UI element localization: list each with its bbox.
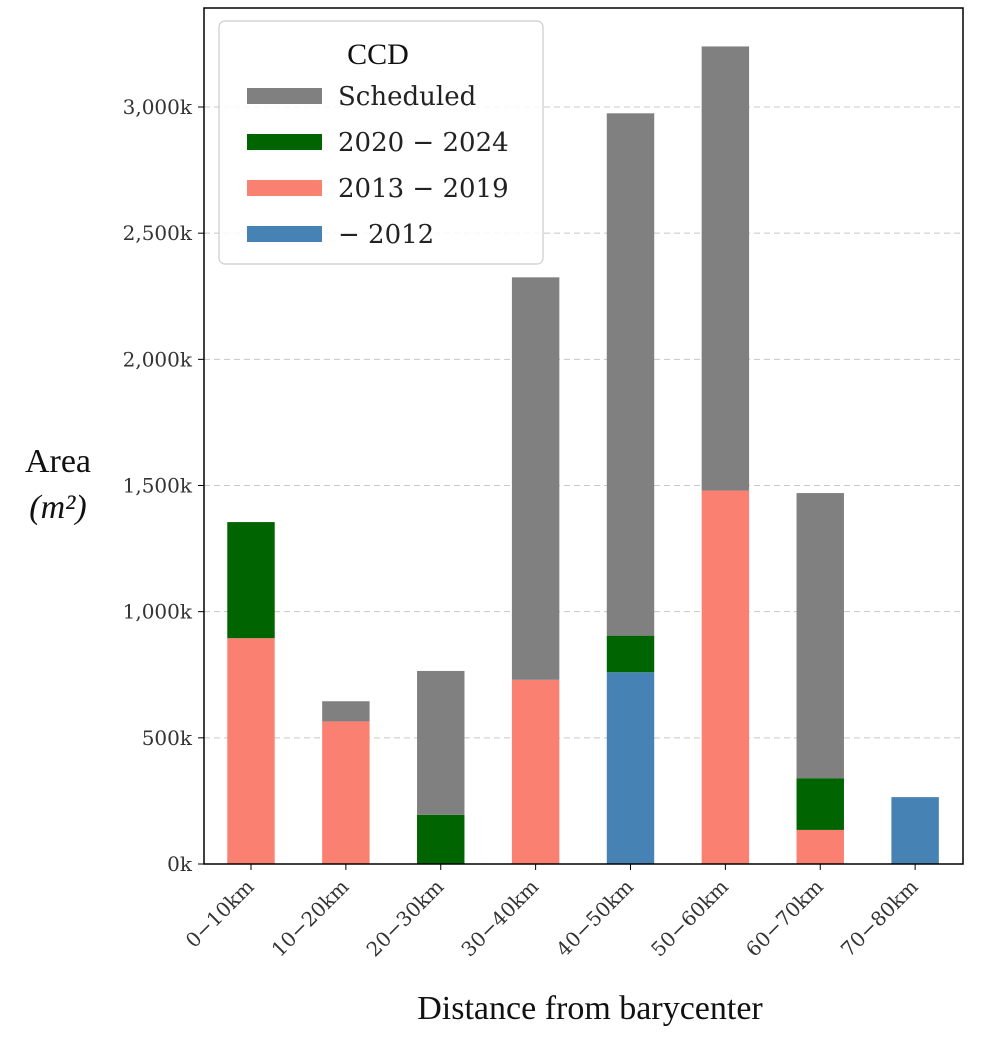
bar-segment — [511, 277, 560, 680]
bar-segment — [891, 797, 939, 864]
y-tick-label: 1,500k — [123, 474, 193, 498]
bar-segment — [322, 721, 370, 864]
x-tick-label: 50−60km — [646, 875, 733, 962]
legend-title: CCD — [347, 38, 409, 71]
x-tick-label: 30−40km — [456, 875, 543, 962]
y-axis-title-line1: Area — [25, 443, 91, 480]
bar-segment — [701, 46, 750, 491]
bar-segment — [796, 829, 844, 864]
y-tick-label: 3,000k — [123, 95, 193, 119]
y-tick-label: 2,000k — [123, 347, 193, 371]
x-tick-label: 10−20km — [267, 875, 354, 962]
y-axis-title-line2: (m²) — [29, 489, 86, 526]
legend-label: Scheduled — [338, 82, 476, 112]
x-tick-label: 0−10km — [181, 875, 259, 953]
bar-segment — [796, 778, 844, 830]
y-tick-label: 1,000k — [123, 600, 193, 624]
x-tick-label: 70−80km — [836, 875, 923, 962]
legend-swatch — [247, 226, 322, 242]
bar-segment — [227, 638, 275, 864]
legend-swatch — [247, 134, 322, 150]
x-axis-ticks: 0−10km 10−20km 20−30km 30−40km 40−50km 50−60k… — [181, 864, 923, 961]
x-tick-label: 40−50km — [551, 875, 638, 962]
y-axis-ticks: 0k 500k 1,000k 1,500k 2,000k 2,500k 3,000k — [123, 95, 204, 876]
bar-segment — [417, 814, 465, 864]
bar-segment — [227, 522, 275, 639]
bar-segment — [606, 635, 655, 673]
y-tick-label: 2,500k — [123, 221, 193, 245]
y-tick-label: 500k — [142, 726, 193, 750]
bar-segment — [511, 679, 560, 864]
x-axis-title: Distance from barycenter — [417, 990, 763, 1027]
legend-box — [218, 20, 544, 265]
x-tick-label: 20−30km — [361, 875, 448, 962]
bar-segment — [322, 701, 370, 722]
bar-segment — [606, 113, 655, 636]
legend-entries: Scheduled 2020 − 2024 2013 − 2019 − 2012 — [247, 82, 509, 250]
bar-segment — [701, 490, 750, 864]
legend-label: 2020 − 2024 — [338, 128, 509, 158]
bar-segment — [417, 670, 465, 815]
x-tick-label: 60−70km — [741, 875, 828, 962]
legend-label: − 2012 — [338, 220, 434, 250]
bar-segment — [606, 672, 655, 864]
bar-segment — [796, 493, 844, 779]
bars — [227, 46, 939, 864]
y-tick-label: 0k — [167, 852, 193, 876]
legend-swatch — [247, 88, 322, 104]
legend-swatch — [247, 180, 322, 196]
plot-frame — [203, 7, 964, 865]
legend: CCD Scheduled 2020 − 2024 2013 − 2019 − 201… — [218, 20, 544, 265]
legend-label: 2013 − 2019 — [338, 174, 509, 204]
